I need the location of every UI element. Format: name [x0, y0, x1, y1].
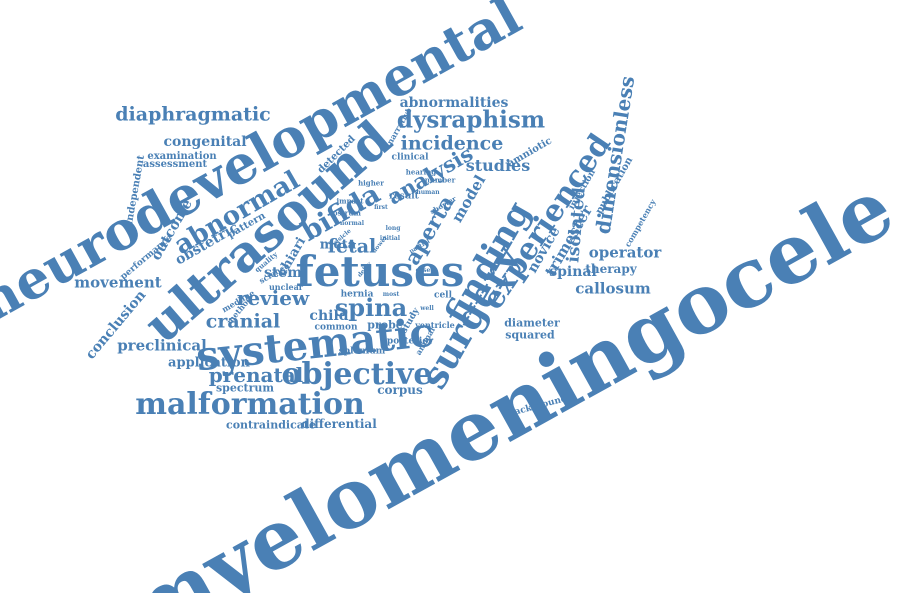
- word-competency: competency: [622, 197, 658, 249]
- word-splenium: splenium: [338, 346, 386, 357]
- word-preclinical: preclinical: [117, 336, 207, 355]
- word-impact: impact: [336, 196, 364, 206]
- word-meta: meta: [319, 237, 357, 253]
- word-spinal: spinal: [549, 264, 597, 280]
- word-squared: squared: [505, 328, 555, 342]
- word-spina: spina: [334, 293, 408, 322]
- word-number: number: [424, 175, 456, 185]
- word-first: first: [374, 204, 388, 211]
- word-operator: operator: [588, 243, 662, 262]
- word-most: most: [382, 291, 400, 298]
- word-contraindicate: contraindicate: [226, 418, 316, 432]
- word-long: long: [385, 225, 401, 232]
- word-congenital: congenital: [163, 134, 247, 150]
- word-therapy: therapy: [585, 262, 637, 276]
- word-diameter: diameter: [504, 316, 560, 330]
- word-dysraphism: dysraphism: [396, 106, 546, 134]
- word-child: child: [309, 308, 349, 324]
- word-callosum: callosum: [575, 279, 651, 298]
- word-hearing: hearing: [405, 167, 437, 177]
- word-prenatal: prenatal: [208, 363, 304, 387]
- word-hernia: hernia: [340, 289, 374, 300]
- word-posterior: posterior: [386, 336, 434, 347]
- word-studies: studies: [465, 156, 531, 175]
- word-incidence: incidence: [400, 132, 504, 155]
- word-stem: stem: [263, 265, 303, 281]
- word-corpus: corpus: [377, 383, 423, 397]
- word-examination: examination: [147, 151, 217, 162]
- word-human: human: [416, 189, 440, 196]
- word-diaphragmatic: diaphragmatic: [115, 103, 271, 126]
- word-clinical: clinical: [391, 152, 429, 163]
- word-common: common: [314, 322, 358, 333]
- word-normal: normal: [339, 220, 365, 227]
- word-abnormalities: abnormalities: [399, 95, 509, 111]
- word-ventricle: ventricle: [415, 320, 455, 330]
- word-result: result: [389, 191, 419, 202]
- word-cell: cell: [433, 290, 453, 301]
- word-higher: higher: [358, 178, 384, 188]
- word-spectrum: spectrum: [215, 381, 275, 395]
- word-fetal: fetal: [327, 235, 377, 258]
- word-rostrum: rostrum: [329, 208, 361, 218]
- word-fetuses: fetuses: [295, 247, 465, 296]
- word-case: case: [415, 267, 431, 274]
- word-review: review: [236, 286, 310, 310]
- word-objective: objective: [281, 357, 433, 392]
- word-initial: initial: [379, 235, 401, 242]
- word-application: application: [168, 355, 250, 371]
- word-well: well: [420, 305, 434, 312]
- word-malformation: malformation: [135, 387, 365, 422]
- word-differential: differential: [301, 417, 377, 431]
- word-unclear: unclear: [268, 282, 304, 292]
- word-cranial: cranial: [205, 310, 281, 333]
- word-probe: probe: [367, 318, 403, 332]
- word-assessment: assessment: [142, 159, 208, 170]
- word-movement: movement: [74, 273, 162, 292]
